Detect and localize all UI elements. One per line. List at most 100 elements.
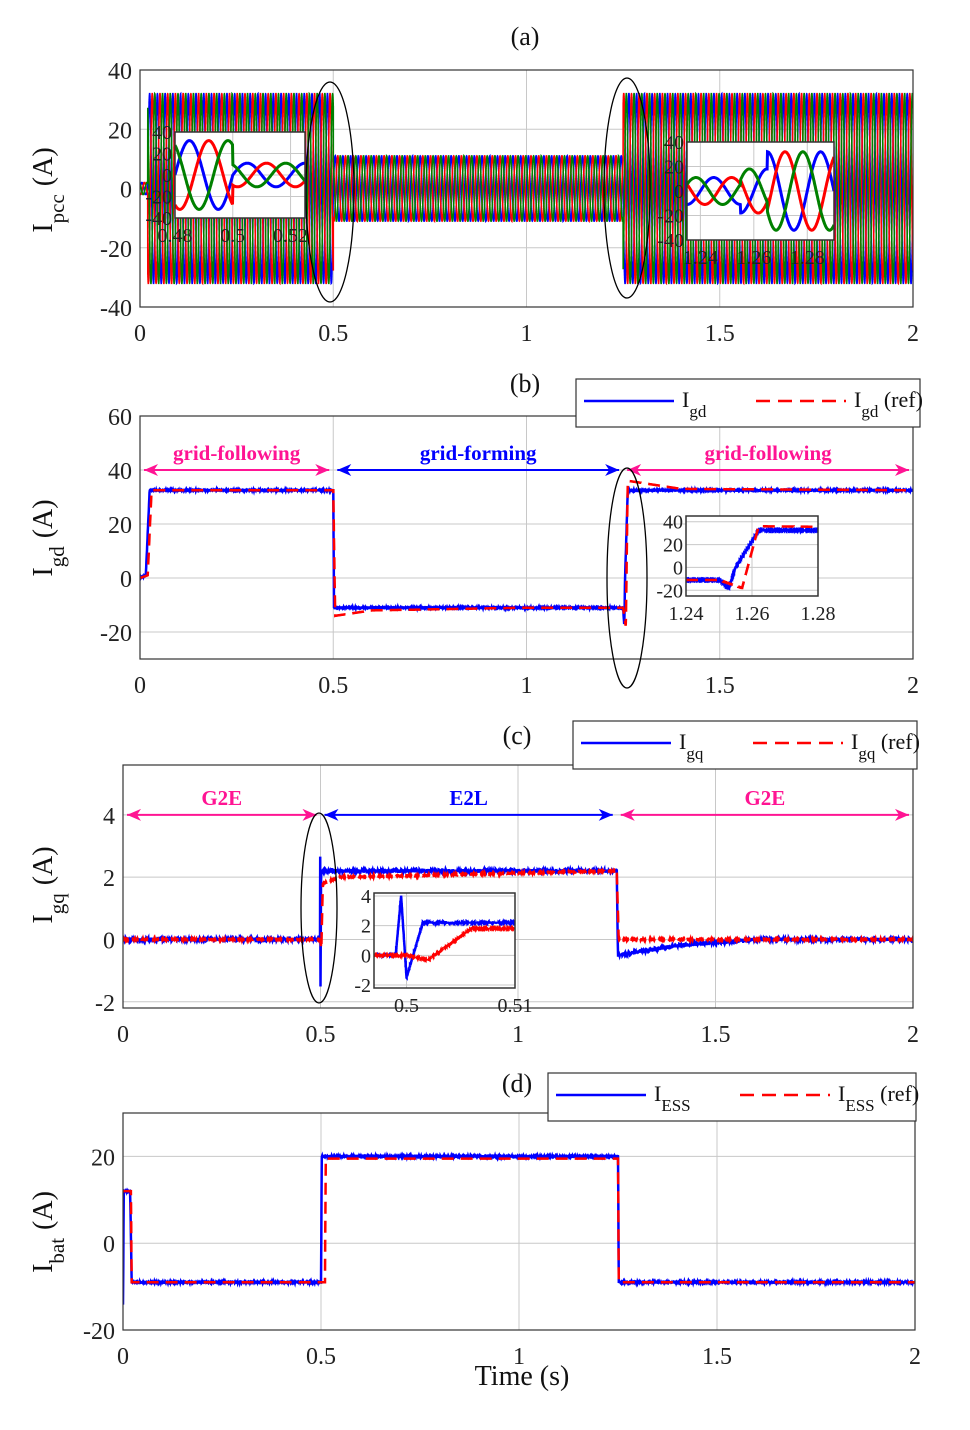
y-tick-label: 40 — [663, 512, 683, 534]
x-tick-label: 0.5 — [394, 995, 419, 1017]
y-tick-label: 40 — [152, 122, 172, 144]
y-tick-label: 20 — [152, 144, 172, 166]
y-axis-label: Igd (A) — [28, 499, 69, 576]
y-tick-label: 40 — [664, 132, 684, 154]
y-label-sub: gd — [45, 546, 69, 568]
y-label-main: I — [28, 914, 59, 923]
y-tick-label: -20 — [145, 187, 172, 209]
inset-phase-line — [687, 150, 834, 232]
y-tick-label: 0 — [674, 181, 684, 203]
x-tick-label: 0 — [134, 673, 146, 699]
annotation-label: grid-forming — [420, 441, 537, 465]
x-tick-label: 2 — [907, 1022, 919, 1048]
legend: Igq Igq (ref) — [572, 720, 920, 770]
x-tick-label: 0.5 — [306, 1022, 336, 1048]
y-tick-label: 20 — [108, 118, 132, 144]
y-tick-label: 2 — [103, 866, 115, 892]
y-tick-label: -20 — [656, 580, 683, 602]
y-tick-label: 0 — [120, 178, 132, 204]
legend-box — [572, 720, 918, 770]
legend-sub: gq — [858, 744, 876, 763]
legend-entry: IESS — [654, 1081, 691, 1115]
highlight-ellipse — [603, 77, 651, 299]
axes-frame — [139, 415, 914, 660]
annotation-label: G2E — [744, 786, 785, 810]
subplot-title: (a) — [511, 22, 540, 51]
series-group — [140, 479, 913, 626]
annotation-label: G2E — [201, 786, 242, 810]
legend-entry: Igq — [679, 729, 704, 763]
y-tick-label: -2 — [354, 975, 371, 997]
annotation-label: grid-following — [704, 441, 832, 465]
series-group — [123, 856, 913, 987]
x-tick-label: 0.5 — [306, 1344, 336, 1370]
y-axis-label: Ipcc (A) — [28, 147, 69, 232]
y-label-main: I — [28, 1264, 59, 1273]
x-tick-label: 0.5 — [318, 673, 348, 699]
y-tick-label: -20 — [83, 1319, 115, 1345]
legend-entry: Igd (ref) — [854, 387, 923, 421]
series-group — [123, 1150, 915, 1305]
x-tick-label: 0 — [134, 321, 146, 347]
legend-sub: gd — [689, 402, 707, 421]
x-tick-label: 1.26 — [735, 603, 770, 625]
y-tick-label: 0 — [162, 165, 172, 187]
y-tick-label: -20 — [657, 206, 684, 228]
y-label-main: I — [28, 567, 59, 576]
x-tick-label: 0 — [117, 1344, 129, 1370]
inset-phase-line — [687, 150, 834, 232]
x-tick-label: 1.5 — [705, 321, 735, 347]
y-tick-label: 4 — [103, 804, 115, 830]
y-label-sub: bat — [45, 1238, 69, 1264]
legend-sub: ESS — [661, 1096, 690, 1115]
y-axis-label: Igq (A) — [28, 846, 69, 923]
series-line-iessref — [123, 1157, 915, 1284]
subplot-title: (c) — [503, 721, 532, 750]
legend-name: I — [851, 729, 858, 754]
y-label-main: I — [28, 223, 59, 232]
x-tick-label: 0.5 — [220, 225, 245, 247]
y-tick-label: -40 — [100, 296, 132, 322]
y-tick-label: 20 — [108, 513, 132, 539]
legend-suffix: (ref) — [875, 1081, 920, 1106]
x-tick-label: 0.51 — [498, 995, 533, 1017]
inset-phase-line — [175, 139, 305, 211]
y-axis-label: Ibat (A) — [28, 1191, 69, 1273]
y-tick-label: -20 — [100, 621, 132, 647]
x-tick-label: 1.5 — [705, 673, 735, 699]
x-tick-label: 1.24 — [683, 247, 718, 269]
x-tick-label: 1.28 — [801, 603, 836, 625]
axes-frame — [122, 1112, 916, 1331]
x-tick-label: 2 — [907, 673, 919, 699]
legend-suffix: (ref) — [878, 387, 923, 412]
highlight-ellipse — [300, 812, 338, 1004]
x-tick-label: 1 — [521, 673, 533, 699]
y-label-unit: (A) — [28, 499, 59, 538]
y-tick-label: 60 — [108, 405, 132, 431]
legend-entry: Igq (ref) — [851, 729, 920, 763]
y-tick-label: 20 — [663, 535, 683, 557]
inset-phase-line — [687, 149, 834, 232]
y-tick-label: 4 — [361, 886, 371, 908]
x-tick-label: 1.26 — [736, 247, 771, 269]
y-tick-label: -2 — [95, 991, 115, 1017]
y-tick-label: 0 — [103, 928, 115, 954]
legend-entry: Igd — [682, 387, 707, 421]
x-tick-label: 1 — [521, 321, 533, 347]
series-line-igqref — [123, 866, 913, 949]
inset-phase-line — [175, 139, 305, 211]
legend-entry: IESS (ref) — [838, 1081, 919, 1115]
x-tick-label: 1.5 — [701, 1022, 731, 1048]
y-tick-label: 40 — [108, 459, 132, 485]
x-tick-label: 2 — [909, 1344, 921, 1370]
annotation-label: grid-following — [173, 441, 301, 465]
inset-series — [374, 895, 515, 981]
x-tick-label: 1 — [512, 1022, 524, 1048]
x-tick-label: 1.24 — [669, 603, 704, 625]
legend-name: I — [838, 1081, 845, 1106]
subplot-title: (b) — [510, 369, 540, 398]
